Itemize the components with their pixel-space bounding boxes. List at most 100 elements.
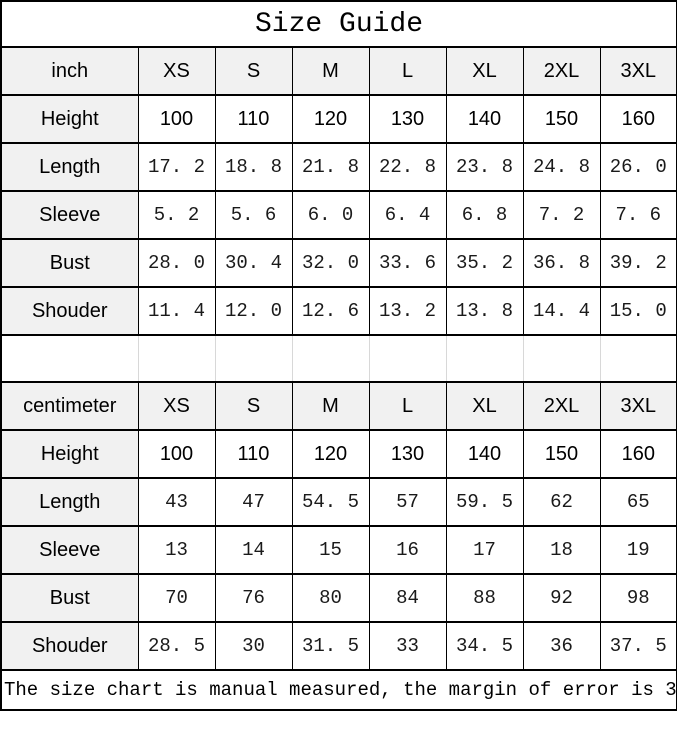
inch-shouder-row: Shouder 11. 4 12. 0 12. 6 13. 2 13. 8 14…	[0, 286, 677, 336]
spacer-cell	[291, 334, 370, 383]
centimeter-header-row: centimeter XS S M L XL 2XL 3XL	[0, 381, 677, 431]
size-value: 57	[368, 477, 447, 527]
size-value: 12. 6	[291, 286, 370, 336]
size-value: 22. 8	[368, 142, 447, 192]
spacer-cell	[599, 334, 677, 383]
column-header-m: M	[291, 381, 370, 431]
column-header-xs: XS	[137, 381, 216, 431]
size-value: 26. 0	[599, 142, 677, 192]
size-value: 32. 0	[291, 238, 370, 288]
size-value: 12. 0	[214, 286, 293, 336]
size-value: 160	[599, 429, 677, 479]
column-header-m: M	[291, 46, 370, 96]
size-value: 13. 8	[445, 286, 524, 336]
page-title: Size Guide	[0, 0, 677, 48]
column-header-xl: XL	[445, 381, 524, 431]
spacer-cell	[0, 334, 139, 383]
size-value: 21. 8	[291, 142, 370, 192]
size-value: 15. 0	[599, 286, 677, 336]
cm-length-row: Length 43 47 54. 5 57 59. 5 62 65	[0, 477, 677, 527]
size-value: 14. 4	[522, 286, 601, 336]
column-header-l: L	[368, 46, 447, 96]
column-header-2xl: 2XL	[522, 46, 601, 96]
spacer-row	[0, 334, 677, 383]
size-value: 17	[445, 525, 524, 575]
inch-header-row: inch XS S M L XL 2XL 3XL	[0, 46, 677, 96]
size-value: 30. 4	[214, 238, 293, 288]
size-value: 28. 5	[137, 621, 216, 671]
size-value: 120	[291, 94, 370, 144]
size-value: 110	[214, 429, 293, 479]
size-value: 7. 2	[522, 190, 601, 240]
size-value: 14	[214, 525, 293, 575]
row-label-length: Length	[0, 477, 139, 527]
size-value: 43	[137, 477, 216, 527]
cm-bust-row: Bust 70 76 80 84 88 92 98	[0, 573, 677, 623]
size-value: 150	[522, 94, 601, 144]
unit-header-inch: inch	[0, 46, 139, 96]
footer-row: The size chart is manual measured, the m…	[0, 669, 677, 711]
size-value: 15	[291, 525, 370, 575]
size-value: 100	[137, 94, 216, 144]
size-value: 31. 5	[291, 621, 370, 671]
size-value: 16	[368, 525, 447, 575]
spacer-cell	[368, 334, 447, 383]
row-label-height: Height	[0, 429, 139, 479]
size-value: 76	[214, 573, 293, 623]
column-header-s: S	[214, 46, 293, 96]
cm-shouder-row: Shouder 28. 5 30 31. 5 33 34. 5 36 37. 5	[0, 621, 677, 671]
size-value: 5. 2	[137, 190, 216, 240]
size-value: 160	[599, 94, 677, 144]
size-value: 120	[291, 429, 370, 479]
size-value: 39. 2	[599, 238, 677, 288]
row-label-sleeve: Sleeve	[0, 190, 139, 240]
size-value: 11. 4	[137, 286, 216, 336]
inch-sleeve-row: Sleeve 5. 2 5. 6 6. 0 6. 4 6. 8 7. 2 7. …	[0, 190, 677, 240]
size-value: 7. 6	[599, 190, 677, 240]
row-label-length: Length	[0, 142, 139, 192]
size-value: 33. 6	[368, 238, 447, 288]
cm-sleeve-row: Sleeve 13 14 15 16 17 18 19	[0, 525, 677, 575]
size-value: 130	[368, 429, 447, 479]
size-value: 36	[522, 621, 601, 671]
size-guide-table: Size Guide inch XS S M L XL 2XL 3XL Heig…	[0, 0, 677, 711]
size-value: 150	[522, 429, 601, 479]
size-value: 36. 8	[522, 238, 601, 288]
size-value: 65	[599, 477, 677, 527]
size-value: 54. 5	[291, 477, 370, 527]
size-value: 80	[291, 573, 370, 623]
spacer-cell	[522, 334, 601, 383]
row-label-bust: Bust	[0, 238, 139, 288]
size-value: 17. 2	[137, 142, 216, 192]
row-label-bust: Bust	[0, 573, 139, 623]
size-value: 98	[599, 573, 677, 623]
size-value: 100	[137, 429, 216, 479]
title-row: Size Guide	[0, 0, 677, 48]
size-value: 5. 6	[214, 190, 293, 240]
row-label-height: Height	[0, 94, 139, 144]
column-header-3xl: 3XL	[599, 46, 677, 96]
size-value: 140	[445, 429, 524, 479]
size-value: 140	[445, 94, 524, 144]
size-value: 18. 8	[214, 142, 293, 192]
cm-height-row: Height 100 110 120 130 140 150 160	[0, 429, 677, 479]
spacer-cell	[445, 334, 524, 383]
size-value: 33	[368, 621, 447, 671]
footer-note: The size chart is manual measured, the m…	[0, 669, 677, 711]
size-value: 37. 5	[599, 621, 677, 671]
column-header-l: L	[368, 381, 447, 431]
column-header-2xl: 2XL	[522, 381, 601, 431]
column-header-3xl: 3XL	[599, 381, 677, 431]
size-value: 84	[368, 573, 447, 623]
size-value: 24. 8	[522, 142, 601, 192]
row-label-shouder: Shouder	[0, 621, 139, 671]
size-value: 6. 4	[368, 190, 447, 240]
size-value: 92	[522, 573, 601, 623]
inch-height-row: Height 100 110 120 130 140 150 160	[0, 94, 677, 144]
column-header-xs: XS	[137, 46, 216, 96]
size-value: 70	[137, 573, 216, 623]
size-value: 28. 0	[137, 238, 216, 288]
size-value: 19	[599, 525, 677, 575]
size-value: 30	[214, 621, 293, 671]
inch-bust-row: Bust 28. 0 30. 4 32. 0 33. 6 35. 2 36. 8…	[0, 238, 677, 288]
